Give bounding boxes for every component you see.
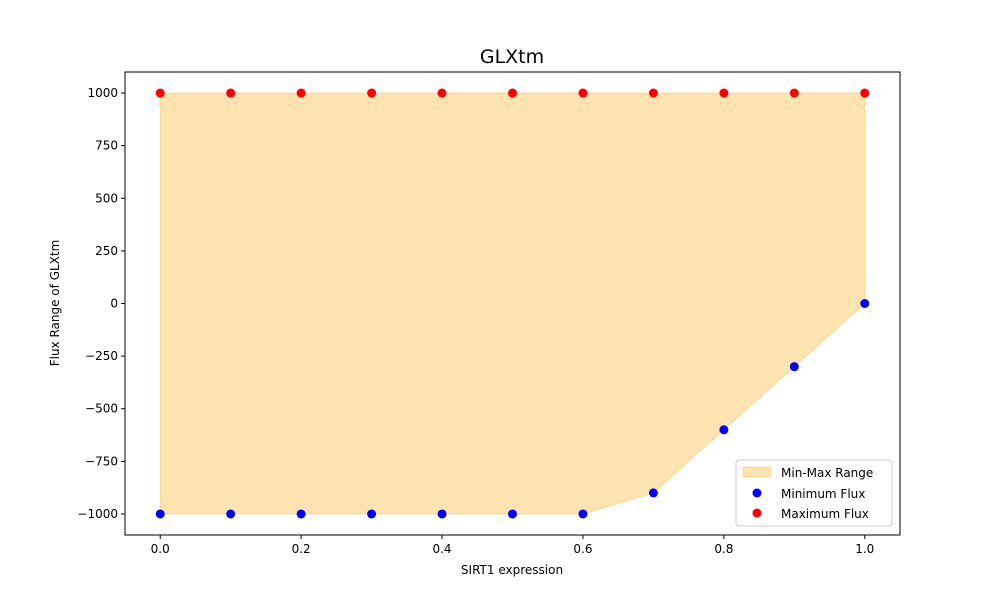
minimum-flux-point — [226, 509, 236, 519]
maximum-flux-point — [296, 88, 306, 98]
maximum-flux-point — [648, 88, 658, 98]
minimum-flux-point — [578, 509, 588, 519]
legend-box — [735, 459, 893, 527]
minimum-flux-point — [367, 509, 377, 519]
legend-label-range: Min-Max Range — [781, 466, 873, 480]
maximum-flux-point — [719, 88, 729, 98]
minimum-flux-point — [860, 299, 870, 308]
legend-label-minimum: Minimum Flux — [781, 487, 865, 501]
chart-title: GLXtm — [480, 46, 544, 68]
maximum-flux-point — [860, 88, 870, 98]
x-tick-label: 0.2 — [292, 542, 311, 556]
x-axis-label: SIRT1 expression — [461, 563, 563, 577]
y-tick-label: 0 — [110, 297, 118, 311]
y-tick-label: −750 — [85, 454, 118, 468]
y-tick-label: −250 — [85, 349, 118, 363]
y-tick-label: −1000 — [77, 507, 118, 521]
plot-area — [155, 88, 870, 519]
x-tick-label: 0.6 — [573, 542, 592, 556]
y-tick-label: −500 — [85, 402, 118, 416]
legend-marker-minimum — [752, 488, 762, 498]
legend-label-maximum: Maximum Flux — [781, 507, 869, 521]
minimum-flux-point — [719, 425, 729, 435]
y-tick-label: 250 — [95, 244, 118, 258]
maximum-flux-point — [789, 88, 799, 98]
y-axis-label: Flux Range of GLXtm — [48, 240, 62, 367]
x-tick-label: 0.4 — [432, 542, 451, 556]
maximum-flux-point — [508, 88, 517, 98]
minimum-flux-point — [508, 509, 517, 519]
x-tick-label: 1.0 — [855, 542, 874, 556]
maximum-flux-point — [437, 88, 447, 98]
minimum-flux-point — [437, 509, 447, 519]
minimum-flux-point — [789, 362, 799, 372]
maximum-flux-point — [578, 88, 588, 98]
axes: 0.0 0.2 0.4 0.6 0.8 1.0 −1000 −750 −500 −250 0 250 5… — [77, 71, 901, 556]
minimum-flux-point — [296, 509, 306, 519]
y-tick-label: 1000 — [87, 86, 118, 100]
legend-marker-maximum — [752, 508, 762, 518]
min-max-range-area — [159, 92, 866, 515]
x-tick-label: 0.0 — [151, 542, 170, 556]
maximum-flux-point — [367, 88, 377, 98]
x-tick-label: 0.8 — [714, 542, 733, 556]
y-tick-label: 500 — [95, 191, 118, 205]
maximum-flux-point — [226, 88, 236, 98]
minimum-flux-point — [648, 488, 658, 498]
y-tick-label: 750 — [95, 139, 118, 153]
legend-swatch-range — [742, 466, 772, 478]
legend: Min-Max Range Minimum Flux Maximum Flux — [735, 459, 893, 527]
maximum-flux-point — [155, 88, 165, 98]
minimum-flux-point — [155, 509, 165, 519]
